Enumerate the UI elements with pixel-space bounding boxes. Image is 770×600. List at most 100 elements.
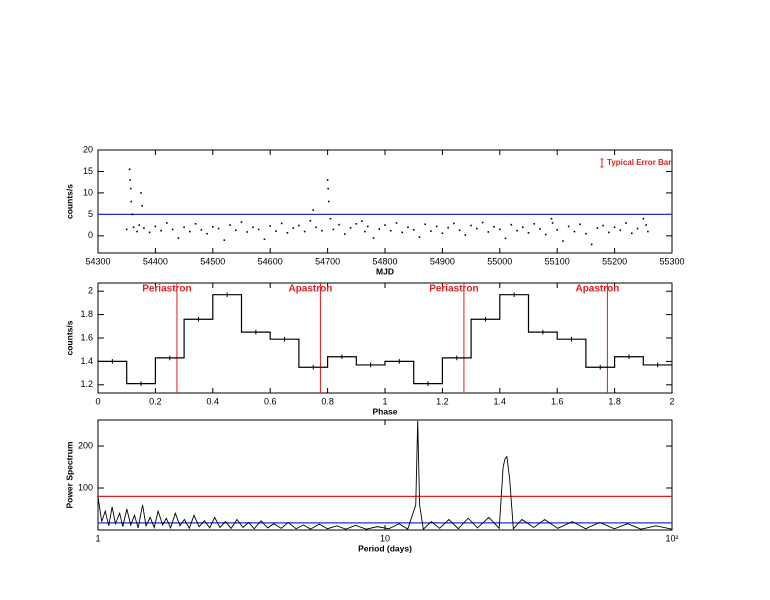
data-point — [401, 231, 404, 234]
y-axis-label: counts/s — [64, 320, 74, 355]
data-point — [447, 226, 449, 229]
data-point — [441, 232, 444, 235]
y-tick-label: 20 — [83, 144, 93, 154]
annotation: Typical Error Bar — [607, 158, 671, 167]
data-point — [562, 240, 564, 242]
y-tick-label: 1.2 — [80, 379, 93, 389]
x-tick-label: 1.4 — [494, 396, 507, 406]
data-point — [355, 223, 358, 225]
data-point — [171, 228, 174, 231]
data-point — [125, 228, 128, 231]
phase-label: Apastron — [288, 284, 332, 295]
data-point — [212, 226, 214, 228]
data-point — [504, 237, 507, 240]
data-point — [327, 200, 330, 203]
data-point — [217, 227, 220, 230]
x-tick-label: 54400 — [143, 256, 168, 266]
data-point — [344, 233, 346, 235]
plot-frame — [97, 419, 673, 531]
data-point — [263, 238, 266, 241]
data-point — [234, 229, 237, 232]
data-point — [349, 226, 352, 229]
data-point — [424, 223, 426, 226]
data-point — [154, 225, 157, 228]
x-axis-label: MJD — [376, 266, 394, 276]
data-point — [128, 168, 131, 171]
y-axis-label: Power Spectrum — [64, 441, 74, 509]
y-tick-label: 200 — [78, 440, 93, 450]
data-point — [551, 222, 554, 224]
data-point — [499, 228, 501, 231]
data-point — [132, 226, 135, 229]
data-point — [129, 187, 132, 190]
x-tick-label: 2 — [669, 396, 674, 406]
x-tick-label: 1.6 — [551, 396, 564, 406]
y-tick-label: 5 — [88, 209, 93, 219]
data-point — [129, 179, 131, 181]
data-point — [579, 223, 581, 226]
data-point — [647, 230, 649, 233]
data-point — [389, 229, 392, 232]
x-tick-label: 0.2 — [149, 396, 162, 406]
plot-frame — [97, 149, 673, 254]
y-tick-label: 0 — [88, 230, 93, 240]
data-point — [464, 234, 467, 236]
data-point — [430, 230, 432, 232]
data-point — [625, 222, 627, 224]
data-point — [458, 229, 461, 232]
data-point — [539, 228, 541, 230]
x-tick-label: 54800 — [372, 256, 397, 266]
data-point — [338, 223, 340, 226]
data-point — [608, 231, 610, 234]
x-tick-label: 55300 — [659, 256, 684, 266]
data-point — [246, 231, 249, 233]
y-axis-label: counts/s — [64, 184, 74, 219]
data-point — [453, 222, 455, 225]
data-point — [141, 204, 143, 207]
data-point — [361, 220, 363, 223]
data-point — [292, 227, 294, 229]
x-tick-label: 0 — [95, 396, 100, 406]
data-point — [312, 209, 315, 211]
data-point — [160, 229, 162, 232]
data-point — [556, 229, 558, 231]
data-point — [567, 225, 570, 228]
data-point — [395, 222, 398, 224]
data-point — [573, 230, 576, 233]
data-point — [315, 226, 317, 229]
x-axis-label: Period (days) — [358, 543, 412, 553]
y-tick-label: 1.6 — [80, 332, 93, 342]
x-tick-label: 55200 — [602, 256, 627, 266]
data-point — [645, 224, 647, 226]
x-tick-label: 0.6 — [264, 396, 277, 406]
data-point — [585, 232, 587, 235]
x-tick-label: 0.4 — [207, 396, 220, 406]
data-point — [183, 226, 185, 229]
x-axis-label: Phase — [372, 406, 397, 416]
data-point — [476, 227, 478, 230]
data-point — [229, 224, 231, 226]
data-point — [326, 179, 329, 181]
data-point — [481, 221, 484, 224]
data-point — [298, 224, 300, 227]
data-point — [329, 217, 332, 220]
x-tick-label: 54900 — [430, 256, 455, 266]
data-point — [166, 222, 168, 224]
data-point — [602, 224, 604, 227]
data-point — [378, 228, 381, 230]
data-point — [596, 227, 599, 229]
data-point — [493, 226, 495, 228]
data-point — [327, 187, 329, 190]
data-point — [516, 229, 518, 232]
data-point — [619, 229, 622, 232]
data-point — [407, 226, 409, 229]
y-tick-label: 1.8 — [80, 309, 93, 319]
data-point — [590, 243, 593, 246]
power-spectrum — [97, 420, 673, 531]
phase-label: Periastron — [142, 284, 191, 295]
x-tick-label: 1.2 — [436, 396, 449, 406]
y-tick-label: 100 — [78, 482, 93, 492]
data-point — [130, 200, 133, 203]
data-point — [131, 213, 134, 216]
data-point — [321, 229, 323, 232]
